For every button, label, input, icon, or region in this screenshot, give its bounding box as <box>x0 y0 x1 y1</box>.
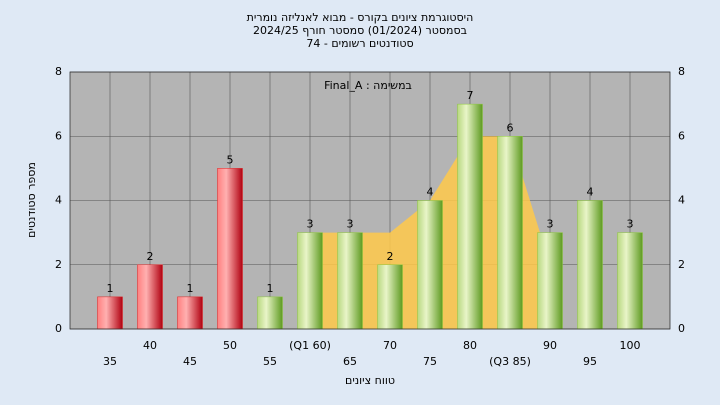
value-label: 2 <box>387 250 394 263</box>
bar <box>617 232 643 330</box>
bar <box>377 264 403 330</box>
x-tick-label: 35 <box>103 355 117 368</box>
bar <box>417 200 443 330</box>
x-tick-label: 90 <box>543 339 557 352</box>
bar <box>497 136 523 330</box>
bar <box>457 103 483 330</box>
x-tick-label: 45 <box>183 355 197 368</box>
x-tick-label: 55 <box>263 355 277 368</box>
value-label: 3 <box>547 218 554 231</box>
bar <box>97 296 123 330</box>
bar <box>137 264 163 330</box>
y-axis-label: מספר סטודנטים <box>25 162 38 238</box>
value-label: 3 <box>627 218 634 231</box>
y-tick-label: 2 <box>55 258 62 271</box>
y2-tick-label: 0 <box>678 322 685 335</box>
value-label: 4 <box>587 186 594 199</box>
bar <box>217 168 243 330</box>
value-label: 3 <box>307 218 314 231</box>
x-tick-label: 95 <box>583 355 597 368</box>
bar <box>177 296 203 330</box>
x-tick-label: 50 <box>223 339 237 352</box>
value-label: 4 <box>427 186 434 199</box>
y-tick-label: 0 <box>55 322 62 335</box>
bar <box>297 232 323 330</box>
y2-tick-label: 2 <box>678 258 685 271</box>
y2-tick-label: 8 <box>678 65 685 78</box>
y-tick-label: 6 <box>55 129 62 142</box>
x-tick-label: (Q3 85) <box>489 355 531 368</box>
title-line: בסמסטר (01/2024) סמסטר חורף 2024/25 <box>253 24 467 37</box>
x-tick-label: 100 <box>620 339 641 352</box>
y-tick-label: 8 <box>55 65 62 78</box>
value-label: 1 <box>187 282 194 295</box>
y-tick-label: 4 <box>55 194 62 207</box>
x-axis-label: טווח ציונים <box>345 374 395 387</box>
annotation: במשימה : Final_A <box>324 79 412 92</box>
value-label: 5 <box>227 153 234 166</box>
title-line: היסטוגרמת ציונים בקורס - מבוא לאנליזה נו… <box>247 11 474 24</box>
x-tick-label: 70 <box>383 339 397 352</box>
plot-frame <box>69 71 671 330</box>
bar <box>537 232 563 330</box>
x-tick-label: 80 <box>463 339 477 352</box>
title-line: סטודנטים רשומים - 74 <box>306 37 413 50</box>
value-label: 3 <box>347 218 354 231</box>
x-tick-label: 75 <box>423 355 437 368</box>
bar <box>337 232 363 330</box>
x-tick-label: 65 <box>343 355 357 368</box>
value-label: 2 <box>147 250 154 263</box>
value-label: 1 <box>267 282 274 295</box>
value-label: 6 <box>507 121 514 134</box>
y2-tick-label: 4 <box>678 194 685 207</box>
x-tick-label: 40 <box>143 339 157 352</box>
y2-tick-label: 6 <box>678 129 685 142</box>
bar <box>257 296 283 330</box>
value-label: 1 <box>107 282 114 295</box>
value-label: 7 <box>467 89 474 102</box>
bar <box>577 200 603 330</box>
x-tick-label: (Q1 60) <box>289 339 331 352</box>
